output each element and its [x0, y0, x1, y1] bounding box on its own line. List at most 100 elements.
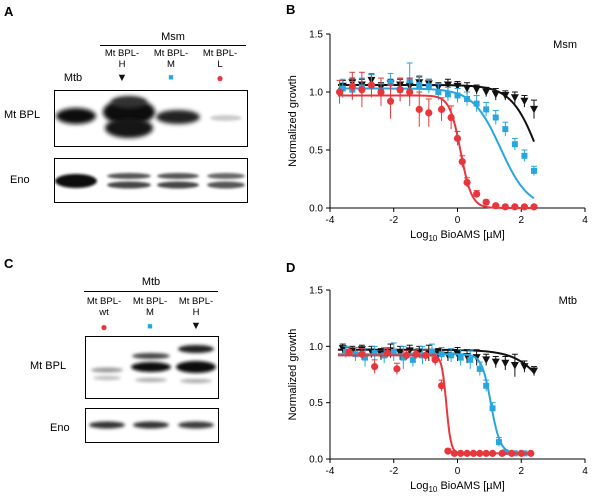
data-point — [520, 363, 529, 371]
y-tick-label: 0.0 — [309, 204, 323, 215]
data-point — [339, 85, 346, 92]
panel-c-lane-label-3: Mt BPL- H — [174, 296, 218, 318]
data-point — [448, 352, 455, 359]
data-point — [467, 356, 474, 363]
y-tick-label: 1.0 — [309, 88, 323, 99]
data-point — [444, 447, 452, 455]
data-point — [489, 405, 496, 412]
data-point — [458, 158, 466, 166]
data-point — [472, 86, 481, 94]
x-tick-label: 4 — [582, 466, 588, 477]
data-point — [469, 449, 478, 457]
data-point — [377, 88, 385, 96]
data-point — [345, 348, 353, 356]
panel-c-blot-eno — [85, 408, 219, 443]
data-point — [473, 190, 481, 198]
data-point — [530, 105, 538, 114]
data-point — [416, 82, 423, 89]
data-point — [367, 81, 376, 89]
data-point — [396, 86, 404, 94]
square-icon: ■ — [168, 72, 174, 82]
y-tick-label: 1.5 — [309, 286, 323, 297]
data-point — [438, 351, 445, 358]
data-point — [527, 449, 535, 457]
data-point — [437, 105, 446, 113]
panel-c-lane-2-line-2: M — [146, 307, 154, 318]
data-point — [521, 152, 528, 159]
panel-a-lane-label-3: Mt BPL- M — [149, 48, 193, 70]
data-point — [501, 91, 510, 100]
panel-letter-c: C — [4, 256, 14, 271]
data-point — [510, 94, 519, 102]
data-point — [358, 350, 366, 358]
data-point — [492, 114, 499, 121]
data-point — [348, 82, 356, 90]
data-point — [492, 202, 500, 210]
panel-c-blot-bpl — [85, 336, 219, 399]
data-point — [511, 141, 518, 148]
data-point — [520, 203, 529, 211]
data-point — [393, 365, 401, 373]
y-tick-label: 1.0 — [309, 342, 323, 353]
x-tick-label: 0 — [455, 466, 461, 477]
panel-a-blot-eno — [54, 158, 248, 203]
y-tick-label: 0.5 — [309, 398, 323, 409]
panel-c-lane-1-line-2: wt — [99, 307, 109, 318]
data-point — [508, 449, 516, 457]
panel-c-lane-2-line-1: Mt BPL- — [132, 296, 168, 307]
data-point — [463, 178, 471, 187]
data-point — [386, 97, 395, 105]
data-point — [457, 449, 465, 457]
data-point — [352, 351, 359, 358]
panel-c-lane-3-line-2: H — [192, 307, 200, 318]
data-point — [517, 449, 525, 457]
data-point — [371, 350, 378, 357]
data-point — [425, 109, 433, 117]
panel-a-row-label-bpl: Mt BPL — [4, 109, 41, 121]
data-point — [488, 449, 497, 457]
panel-a-blot-bpl — [54, 90, 248, 147]
data-point — [510, 361, 519, 370]
panel-a-row-label-eno: Eno — [10, 174, 30, 186]
data-point — [482, 449, 490, 457]
data-point — [491, 358, 500, 367]
panel-c-row-label-eno: Eno — [50, 422, 70, 434]
panel-letter-a: A — [4, 4, 14, 19]
data-point — [473, 100, 480, 107]
y-tick-label: 0.0 — [309, 455, 323, 466]
x-tick-label: -2 — [389, 215, 398, 226]
data-point — [457, 354, 464, 361]
data-point — [429, 348, 435, 355]
panel-c-row-label-bpl: Mt BPL — [30, 360, 67, 372]
panel-c-lane-1-line-1: Mt BPL- — [86, 296, 122, 307]
data-point — [387, 79, 394, 86]
x-tick-label: -4 — [326, 466, 335, 477]
x-tick-label: 2 — [518, 215, 524, 226]
chart-title: Mtb — [559, 295, 577, 307]
fit-curve-blue — [337, 87, 535, 200]
data-point — [450, 449, 458, 457]
data-point — [425, 83, 432, 90]
panel-a-lane-2-line-2: H — [118, 59, 126, 70]
data-point — [437, 382, 446, 390]
panel-a-group-label: Msm — [161, 31, 185, 43]
data-point — [453, 134, 462, 142]
data-point — [520, 97, 529, 106]
triangle-down-icon: ▼ — [190, 320, 202, 332]
data-point — [530, 367, 538, 376]
x-axis-label: Log10 BioAMS [µM] — [410, 229, 505, 243]
panel-a-lane-3-line-2: M — [167, 59, 175, 70]
data-point — [431, 356, 439, 364]
data-point — [453, 82, 462, 91]
panel-c-lane-label-2: Mt BPL- M — [128, 296, 172, 318]
panel-c-blots — [85, 336, 219, 443]
data-point — [422, 351, 430, 359]
panel-a-lane-3-line-1: Mt BPL- — [153, 48, 189, 59]
data-point — [476, 449, 484, 457]
data-point — [402, 351, 411, 359]
data-point — [454, 92, 461, 99]
chart-d: 0.0 0.5 1.0 1.5 -4 -2 0 2 4 Normalized growth Log1… — [287, 286, 588, 495]
triangle-down-icon: ▼ — [116, 72, 128, 84]
panel-c-group-label: Mtb — [141, 276, 161, 288]
data-point — [511, 203, 519, 211]
